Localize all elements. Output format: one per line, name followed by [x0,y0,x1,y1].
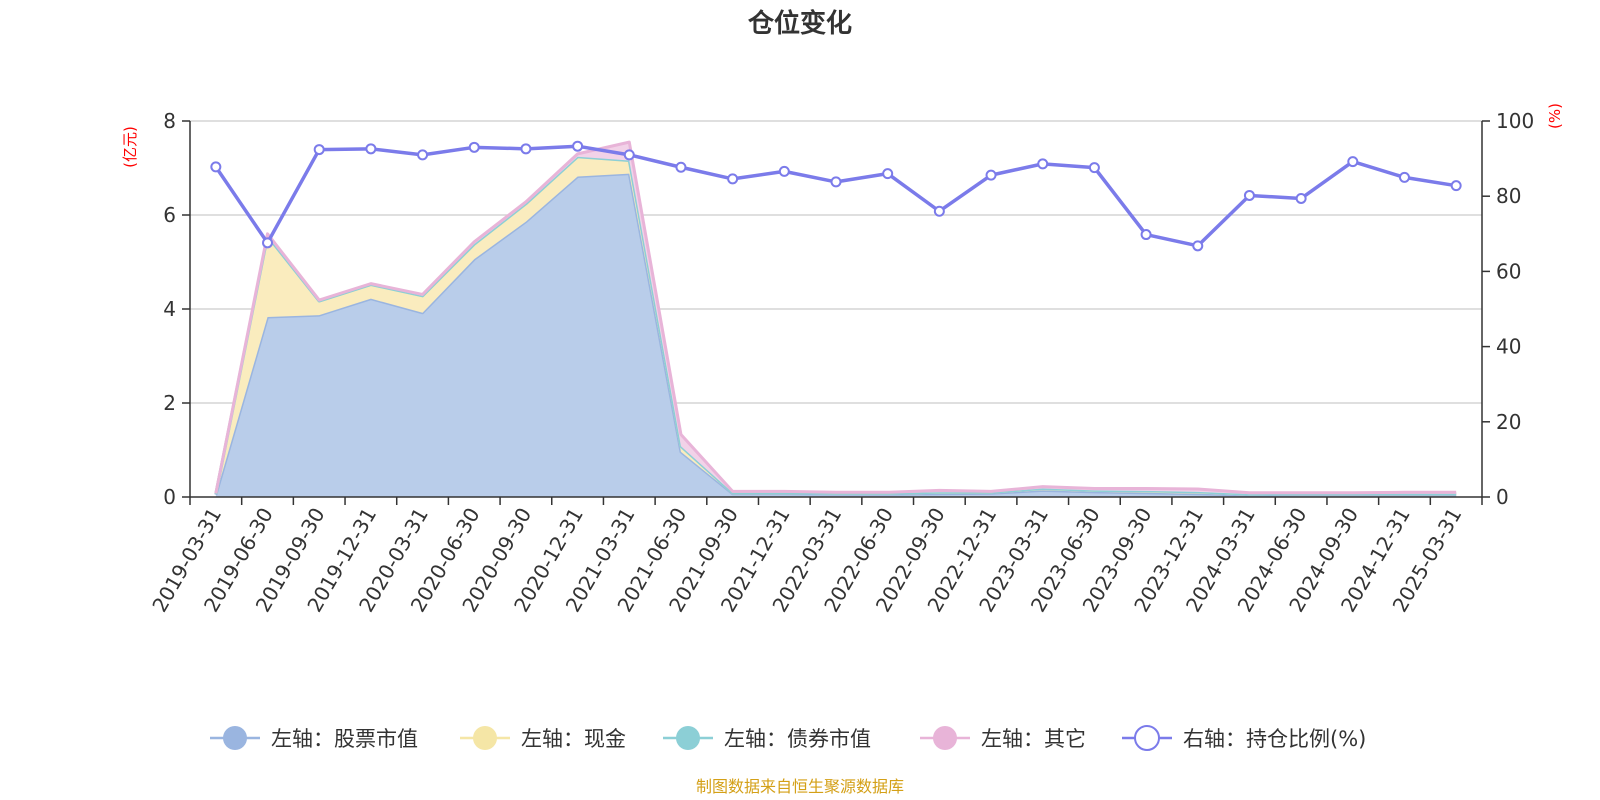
ratio-point [1243,189,1255,201]
ratio-line [214,144,1457,248]
left-axis-ticks: 0 2 4 6 8 [163,109,190,509]
ratio-point [985,169,997,181]
ratio-point [1140,229,1152,241]
legend-item[interactable]: 右轴：持仓比例(%) [1122,725,1366,751]
left-tick-label: 8 [163,109,176,133]
ratio-point [1037,158,1049,170]
right-axis-unit-label: (%) [1546,103,1564,129]
ratio-point [572,140,584,152]
right-tick-label: 40 [1496,335,1521,359]
legend-item[interactable]: 左轴：其它 [920,726,1086,751]
ratio-point [210,161,222,173]
legend-marker [223,726,247,750]
ratio-point [1398,171,1410,183]
left-tick-label: 0 [163,485,176,509]
ratio-point [520,143,532,155]
right-axis-ticks: 0 20 40 60 80 100 [1482,109,1534,509]
ratio-line-layer [210,140,1462,252]
area-fill [215,173,1457,497]
legend-label: 右轴：持仓比例(%) [1183,727,1366,751]
legend-label: 左轴：其它 [981,727,1086,751]
right-tick-label: 20 [1496,410,1521,434]
legend-item[interactable]: 左轴：债券市值 [663,726,871,751]
source-note: 制图数据来自恒生聚源数据库 [696,777,904,796]
ratio-point [778,165,790,177]
right-tick-label: 60 [1496,259,1521,283]
x-axis-ticks: 2019-03-312019-06-302019-09-302019-12-31… [147,497,1483,616]
ratio-point [1295,192,1307,204]
legend-label: 左轴：债券市值 [724,727,871,751]
legend-label: 左轴：现金 [521,727,626,751]
left-tick-label: 4 [163,297,176,321]
left-tick-label: 6 [163,203,176,227]
legend-marker [1134,725,1160,751]
ratio-point [365,143,377,155]
chart-title: 仓位变化 [747,8,852,39]
legend-marker [473,726,497,750]
stacked-area-layer [214,140,1457,497]
ratio-point [1192,240,1204,252]
ratio-point [623,149,635,161]
left-tick-label: 2 [163,391,176,415]
ratio-point [262,237,274,249]
ratio-point [1347,156,1359,168]
ratio-point [830,176,842,188]
legend-item[interactable]: 左轴：现金 [460,726,626,751]
legend-marker [933,726,957,750]
legend-marker [676,726,700,750]
area-line [214,140,1457,495]
legend: 左轴：股票市值 左轴：现金 左轴：债券市值 左轴：其它 右轴：持仓比例(%) [210,725,1366,751]
ratio-point [933,205,945,217]
ratio-point [882,168,894,180]
legend-label: 左轴：股票市值 [271,727,418,751]
ratio-point [675,161,687,173]
legend-item[interactable]: 左轴：股票市值 [210,726,418,751]
right-tick-label: 100 [1496,109,1534,133]
ratio-point [1088,162,1100,174]
ratio-point [468,141,480,153]
left-axis-unit-label: (亿元) [121,126,139,168]
ratio-point [417,149,429,161]
ratio-point [1450,180,1462,192]
ratio-point [313,144,325,156]
right-tick-label: 80 [1496,184,1521,208]
ratio-point [727,173,739,185]
right-tick-label: 0 [1496,485,1509,509]
